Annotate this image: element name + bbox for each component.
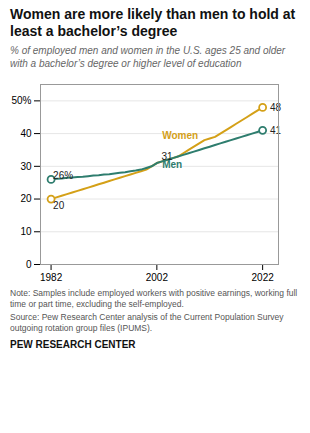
svg-text:40: 40 xyxy=(20,127,32,138)
svg-text:31: 31 xyxy=(162,150,174,161)
html-text:Note: Samples include employed: Note: Samples include employed workers w… xyxy=(10,287,298,309)
html-text:Source: Pew Research Center an: Source: Pew Research Center analysis of … xyxy=(10,311,284,333)
svg-text:20: 20 xyxy=(53,200,65,211)
svg-text:Women: Women xyxy=(162,129,198,140)
svg-text:48: 48 xyxy=(270,101,282,112)
svg-text:50%: 50% xyxy=(11,95,31,106)
svg-text:2002: 2002 xyxy=(146,271,169,282)
html-text:Women are more likely than men: Women are more likely than men to hold a… xyxy=(10,6,296,39)
svg-text:41: 41 xyxy=(270,124,282,135)
svg-text:26%: 26% xyxy=(53,170,73,181)
html-text:PEW RESEARCH CENTER: PEW RESEARCH CENTER xyxy=(10,338,136,350)
svg-text:Men: Men xyxy=(162,158,183,170)
html-text:% of employed men and women in: % of employed men and women in the U.S. … xyxy=(10,44,286,69)
svg-text:10: 10 xyxy=(20,226,32,237)
svg-text:2022: 2022 xyxy=(252,271,275,282)
svg-text:20: 20 xyxy=(20,193,32,204)
svg-text:0: 0 xyxy=(26,258,32,269)
svg-text:1982: 1982 xyxy=(40,271,63,282)
svg-text:30: 30 xyxy=(20,160,32,171)
